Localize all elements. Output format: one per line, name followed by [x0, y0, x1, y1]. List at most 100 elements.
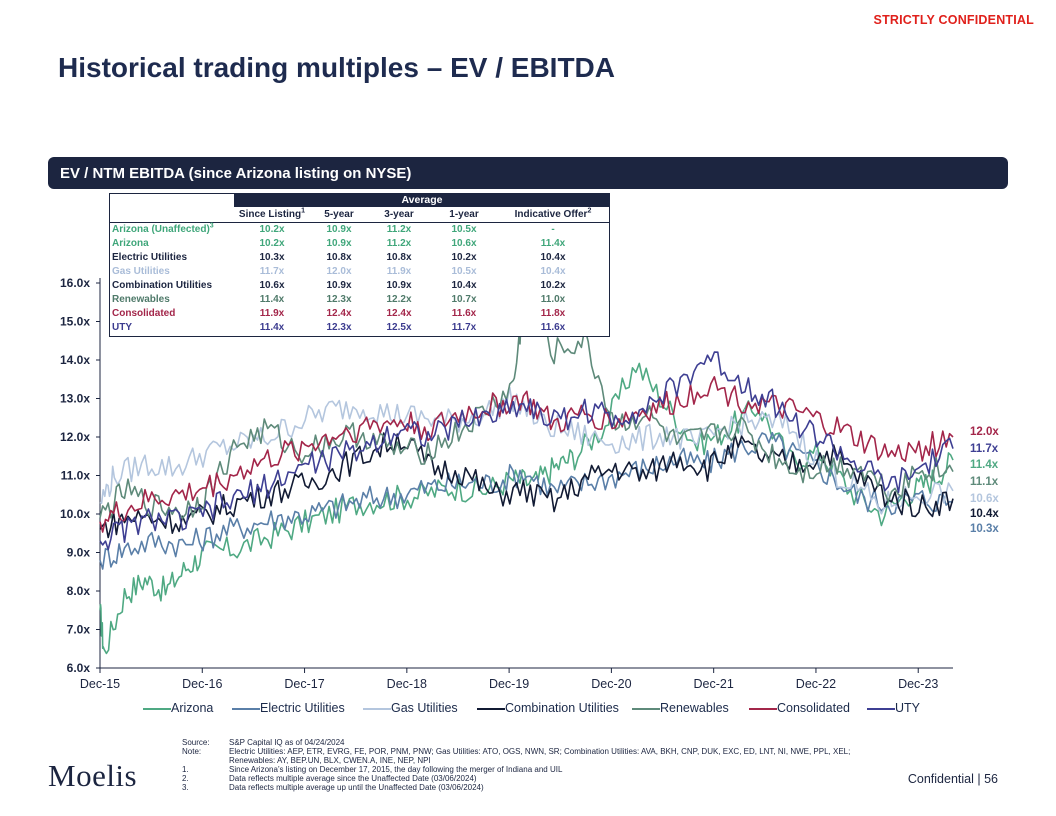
- legend-swatch: [632, 708, 660, 710]
- table-cell: 11.9x: [386, 266, 412, 277]
- table-row-label: Electric Utilities: [112, 252, 188, 263]
- table-cell: 11.8x: [540, 308, 566, 319]
- x-tick-label: Dec-20: [591, 677, 631, 691]
- banner-title: EV / NTM EBITDA (since Arizona listing o…: [60, 165, 412, 182]
- table-cell: 11.4x: [540, 238, 566, 249]
- series-line-combination-utilities: [99, 432, 954, 539]
- table-cell: 12.5x: [386, 322, 412, 333]
- table-row: Electric Utilities 10.3x 10.8x 10.8x 10.2x 10…: [110, 251, 609, 265]
- legend-label: UTY: [895, 701, 920, 715]
- table-cell: 11.2x: [386, 224, 412, 235]
- y-tick-label: 10.0x: [60, 507, 90, 521]
- y-tick-label: 16.0x: [60, 276, 90, 290]
- table-cell: 11.7x: [451, 322, 477, 333]
- x-tick-label: Dec-21: [694, 677, 734, 691]
- page-title: Historical trading multiples – EV / EBIT…: [58, 52, 615, 83]
- y-tick-label: 14.0x: [60, 353, 90, 367]
- table-row-label: Gas Utilities: [112, 266, 170, 277]
- series-line-arizona: [99, 362, 954, 655]
- legend-swatch: [867, 708, 895, 710]
- series-end-label: 11.1x: [970, 476, 999, 488]
- table-row-label: Arizona: [112, 238, 149, 249]
- legend-label: Renewables: [660, 701, 729, 715]
- series-end-label: 11.4x: [970, 459, 999, 471]
- table-row-label: Renewables: [112, 294, 170, 305]
- table-cell: 10.2x: [259, 238, 285, 249]
- x-tick-label: Dec-23: [898, 677, 938, 691]
- table-row: Arizona (Unaffected)3 10.2x 10.9x 11.2x 10.5…: [110, 223, 609, 237]
- table-row-label: Consolidated: [112, 308, 176, 319]
- legend-swatch: [232, 708, 260, 710]
- table-cell: 10.8x: [386, 252, 412, 263]
- table-cell: 10.2x: [540, 280, 566, 291]
- x-tick-label: Dec-17: [284, 677, 324, 691]
- table-cell: 10.5x: [451, 224, 477, 235]
- moelis-logo: Moelis: [48, 758, 138, 793]
- table-row: Consolidated 11.9x 12.4x 12.4x 11.6x 11.8x: [110, 307, 609, 321]
- table-column-header: 1-year: [449, 209, 479, 220]
- table-cell: 10.3x: [259, 252, 285, 263]
- legend-label: Arizona: [171, 701, 214, 715]
- series-end-label: 10.3x: [970, 523, 999, 535]
- table-cell: 10.4x: [451, 280, 477, 291]
- section-banner: EV / NTM EBITDA (since Arizona listing o…: [48, 157, 1008, 189]
- table-cell: 11.9x: [259, 308, 285, 319]
- table-group-header: Average: [234, 194, 610, 207]
- table-cell: 10.9x: [386, 280, 412, 291]
- table-cell: 10.2x: [259, 224, 285, 235]
- y-tick-label: 8.0x: [67, 584, 91, 598]
- table-cell: 12.2x: [386, 294, 412, 305]
- x-tick-label: Dec-16: [182, 677, 222, 691]
- series-line-renewables: [99, 309, 954, 520]
- table-row-label: UTY: [112, 322, 132, 333]
- table-cell: 11.6x: [451, 308, 477, 319]
- y-tick-label: 9.0x: [67, 546, 91, 560]
- legend-swatch: [143, 708, 171, 710]
- table-row-label: Combination Utilities: [112, 280, 212, 291]
- table-column-header: 5-year: [324, 209, 354, 220]
- x-tick-label: Dec-18: [387, 677, 427, 691]
- table-cell: 10.4x: [540, 252, 566, 263]
- chart-legend: Arizona Electric Utilities Gas Utilities Co…: [0, 701, 1056, 717]
- table-cell: 12.3x: [326, 294, 352, 305]
- x-tick-label: Dec-19: [489, 677, 529, 691]
- page-footer: Confidential | 56: [907, 772, 998, 786]
- series-end-label: 11.7x: [970, 443, 999, 455]
- table-cell: 11.7x: [259, 266, 285, 277]
- legend-swatch: [363, 708, 391, 710]
- table-cell: 10.6x: [259, 280, 285, 291]
- legend-label: Gas Utilities: [391, 701, 458, 715]
- table-row: Renewables 11.4x 12.3x 12.2x 10.7x 11.0x: [110, 293, 609, 307]
- table-row-label: Arizona (Unaffected)3: [112, 222, 214, 235]
- table-cell: 11.4x: [259, 322, 285, 333]
- table-cell: 11.2x: [386, 238, 412, 249]
- series-end-label: 10.4x: [970, 508, 999, 520]
- legend-label: Electric Utilities: [260, 701, 345, 715]
- table-column-header: Since Listing1: [238, 207, 306, 220]
- table-cell: -: [551, 224, 555, 235]
- series-end-label: 12.0x: [970, 426, 999, 438]
- legend-swatch: [749, 708, 777, 710]
- table-header-row: Since Listing1 5-year 3-year 1-year Indicati…: [110, 208, 609, 223]
- y-tick-label: 15.0x: [60, 315, 90, 329]
- table-column-header: 3-year: [384, 209, 414, 220]
- table-cell: 12.0x: [326, 266, 352, 277]
- table-cell: 11.4x: [259, 294, 285, 305]
- y-tick-label: 6.0x: [67, 661, 91, 675]
- y-tick-label: 13.0x: [60, 392, 90, 406]
- series-line-gas-utilities: [99, 386, 954, 515]
- table-row: Gas Utilities 11.7x 12.0x 11.9x 10.5x 10.4x: [110, 265, 609, 279]
- table-cell: 12.3x: [326, 322, 352, 333]
- x-tick-label: Dec-22: [796, 677, 836, 691]
- table-cell: 10.6x: [451, 238, 477, 249]
- table-cell: 10.7x: [451, 294, 477, 305]
- table-cell: 10.9x: [326, 238, 352, 249]
- table-cell: 10.5x: [451, 266, 477, 277]
- table-row: UTY 11.4x 12.3x 12.5x 11.7x 11.6x: [110, 321, 609, 335]
- series-line-consolidated: [99, 375, 954, 533]
- table-cell: 11.6x: [540, 322, 566, 333]
- table-row: Arizona 10.2x 10.9x 11.2x 10.6x 11.4x: [110, 237, 609, 251]
- table-cell: 10.2x: [451, 252, 477, 263]
- table-cell: 11.0x: [540, 294, 566, 305]
